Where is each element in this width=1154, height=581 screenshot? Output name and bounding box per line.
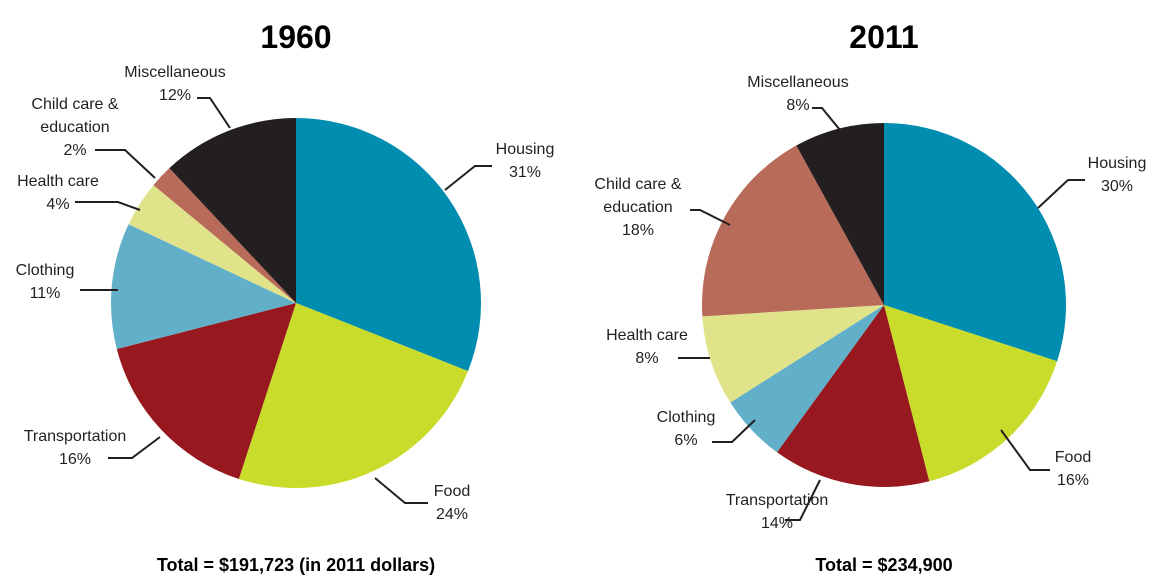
category-name: Miscellaneous	[124, 64, 226, 81]
slice-label: Miscellaneous 8%	[747, 71, 848, 117]
pie-slice	[730, 305, 884, 453]
category-name: Clothing	[656, 409, 716, 426]
pie-slice	[128, 185, 296, 303]
category-name: Food	[433, 483, 471, 500]
slice-label: Food 24%	[434, 480, 470, 526]
value-label: 2%	[63, 142, 87, 159]
pie-slice	[169, 118, 296, 303]
slice-label: Miscellaneous 12%	[124, 61, 225, 107]
value-label: 18%	[621, 222, 655, 239]
leader-line	[785, 479, 821, 521]
leader-line	[374, 477, 428, 504]
category-name: Health care	[17, 173, 99, 190]
value-label: 16%	[58, 451, 92, 468]
chart-title: 2011	[849, 19, 918, 55]
pie-slice	[296, 118, 482, 372]
leader-line	[812, 107, 841, 131]
leader-line	[712, 419, 756, 443]
value-label: 14%	[760, 515, 794, 532]
category-name: Health care	[606, 327, 688, 344]
footnote: Total = $191,723 (in 2011 dollars)	[157, 555, 435, 575]
leader-line	[108, 436, 161, 459]
category-name: Transportation	[725, 492, 829, 509]
leader-line	[75, 201, 141, 211]
category-name: Housing	[1087, 155, 1147, 172]
category-name: Housing	[495, 141, 555, 158]
footnote: Total = $234,900	[815, 555, 952, 575]
slice-label: Transportation 16%	[24, 425, 127, 471]
category-name: Miscellaneous	[747, 74, 849, 91]
category-name: Clothing	[15, 262, 75, 279]
slice-label: Food 16%	[1055, 446, 1091, 492]
value-label: 31%	[508, 164, 542, 181]
pie-slice	[884, 305, 1058, 482]
value-label: 6%	[674, 432, 698, 449]
slice-label: Housing 30%	[1088, 152, 1147, 198]
category-name: Child care & education	[594, 176, 682, 216]
pie-slice	[116, 303, 296, 479]
pie-slice	[153, 168, 296, 303]
leader-line	[1037, 179, 1085, 209]
value-label: 12%	[158, 87, 192, 104]
slice-label: Child care & education 18%	[583, 173, 693, 242]
category-name: Food	[1054, 449, 1092, 466]
value-label: 24%	[435, 506, 469, 523]
chart-title: 1960	[260, 19, 331, 55]
value-label: 4%	[46, 196, 70, 213]
slice-label: Clothing 11%	[16, 259, 75, 305]
pie-slice	[796, 123, 884, 305]
pie-slice	[777, 305, 930, 487]
value-label: 8%	[635, 350, 659, 367]
value-label: 8%	[786, 97, 810, 114]
category-name: Transportation	[23, 428, 127, 445]
pie-slice	[110, 224, 296, 350]
slice-label: Transportation 14%	[726, 489, 829, 535]
value-label: 11%	[29, 285, 61, 302]
pie-slice	[702, 145, 884, 317]
slice-label: Clothing 6%	[657, 406, 716, 452]
pie-slice	[884, 123, 1066, 362]
leader-line	[1000, 429, 1050, 471]
slice-label: Child care & education 2%	[20, 93, 130, 162]
leader-line	[197, 97, 231, 129]
leader-line	[690, 209, 731, 226]
pie-slice	[702, 305, 884, 403]
slice-label: Health care 8%	[606, 324, 688, 370]
category-name: Child care & education	[31, 96, 119, 136]
slice-label: Health care 4%	[17, 170, 99, 216]
value-label: 30%	[1100, 178, 1134, 195]
pie-slice	[238, 303, 469, 489]
slice-label: Housing 31%	[496, 138, 555, 184]
leader-line	[95, 149, 156, 179]
value-label: 16%	[1056, 472, 1090, 489]
leader-line	[444, 165, 492, 191]
